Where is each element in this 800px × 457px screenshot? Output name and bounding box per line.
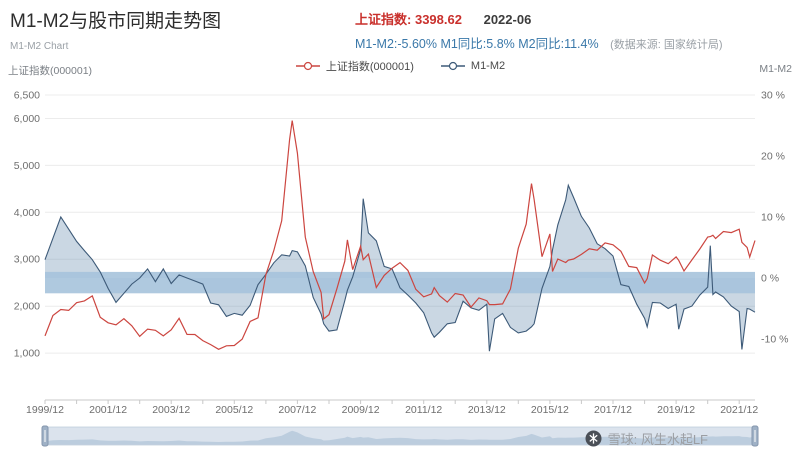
line-marker-icon bbox=[440, 61, 465, 71]
x-axis-tick-label: 2003/12 bbox=[152, 404, 190, 416]
header-stats-line2: M1-M2:-5.60% M1同比:5.8% M2同比:11.4% (数据来源:… bbox=[355, 33, 723, 52]
gridlines bbox=[45, 94, 755, 354]
y-axis-right-tick-label: 30 % bbox=[761, 90, 785, 102]
x-axis-tick-label: 2001/12 bbox=[89, 404, 127, 416]
x-axis-tick-label: 2013/12 bbox=[468, 404, 506, 416]
zero-band bbox=[45, 271, 755, 294]
navigator-selected-range[interactable] bbox=[45, 427, 755, 445]
y-axis-left-tick-label: 2,000 bbox=[14, 301, 40, 313]
header-date: 2022-06 bbox=[483, 12, 532, 27]
x-axis bbox=[44, 399, 755, 404]
y-axis-right-tick-label: -10 % bbox=[761, 334, 788, 346]
x-axis-tick-label: 2021/12 bbox=[720, 404, 758, 416]
sse-line bbox=[44, 120, 756, 350]
legend-label-sse: 上证指数(000001) bbox=[325, 61, 414, 73]
x-axis-tick-label: 2011/12 bbox=[405, 404, 442, 416]
legend: 上证指数(000001) M1-M2 bbox=[0, 58, 800, 74]
legend-item-sse[interactable]: 上证指数(000001) bbox=[295, 58, 414, 74]
x-axis-tick-label: 1999/12 bbox=[26, 404, 64, 416]
x-axis-tick-label: 2019/12 bbox=[657, 404, 695, 416]
y-axis-left-tick-label: 6,500 bbox=[14, 90, 40, 102]
right-axis-caption: M1-M2 bbox=[759, 63, 792, 75]
x-axis-tick-label: 2007/12 bbox=[278, 404, 316, 416]
page-subtitle: M1-M2 Chart bbox=[10, 41, 69, 52]
y-axis-right-tick-label: 10 % bbox=[761, 212, 785, 224]
legend-label-m1m2: M1-M2 bbox=[470, 60, 506, 72]
x-axis-tick-label: 2015/12 bbox=[531, 404, 569, 416]
m1m2-stats-text: M1-M2:-5.60% M1同比:5.8% M2同比:11.4% bbox=[355, 37, 599, 51]
x-axis-tick-label: 2017/12 bbox=[594, 404, 632, 416]
watermark-text: 雪球: 风生水起LF bbox=[607, 432, 708, 447]
navigator-silhouette bbox=[45, 430, 755, 445]
data-source-note: (数据来源: 国家统计局) bbox=[610, 39, 723, 51]
left-axis-caption: 上证指数(000001) bbox=[8, 65, 93, 77]
m1m2-line bbox=[44, 183, 756, 352]
header-stats-line1: 上证指数: 3398.62 2022-06 bbox=[355, 9, 531, 28]
datazoom-navigator[interactable] bbox=[41, 425, 759, 447]
index-value: 3398.62 bbox=[414, 12, 462, 27]
plot-area[interactable] bbox=[45, 95, 755, 400]
line-marker-icon bbox=[295, 61, 320, 71]
axis-labels: 1999/12 2001/12 2003/12 2005/12 2007/12 2009/… bbox=[14, 90, 789, 417]
y-axis-right-tick-label: 0 % bbox=[761, 273, 779, 285]
legend-item-m1m2[interactable]: M1-M2 bbox=[440, 58, 505, 74]
x-axis-tick-label: 2009/12 bbox=[342, 404, 380, 416]
y-axis-left-tick-label: 4,000 bbox=[14, 207, 40, 219]
x-axis-tick-label: 2005/12 bbox=[215, 404, 253, 416]
y-axis-right-tick-label: 20 % bbox=[761, 151, 785, 163]
y-axis-left-tick-label: 5,000 bbox=[14, 160, 40, 172]
y-axis-left-tick-label: 6,000 bbox=[14, 113, 40, 125]
xueqiu-logo-icon bbox=[585, 430, 602, 447]
watermark: 雪球: 风生水起LF bbox=[585, 429, 708, 448]
page-title: M1-M2与股市同期走势图 bbox=[10, 11, 222, 32]
y-axis-left-tick-label: 3,000 bbox=[14, 254, 40, 266]
y-axis-left-tick-label: 1,000 bbox=[14, 348, 40, 360]
index-label: 上证指数: bbox=[355, 12, 412, 27]
